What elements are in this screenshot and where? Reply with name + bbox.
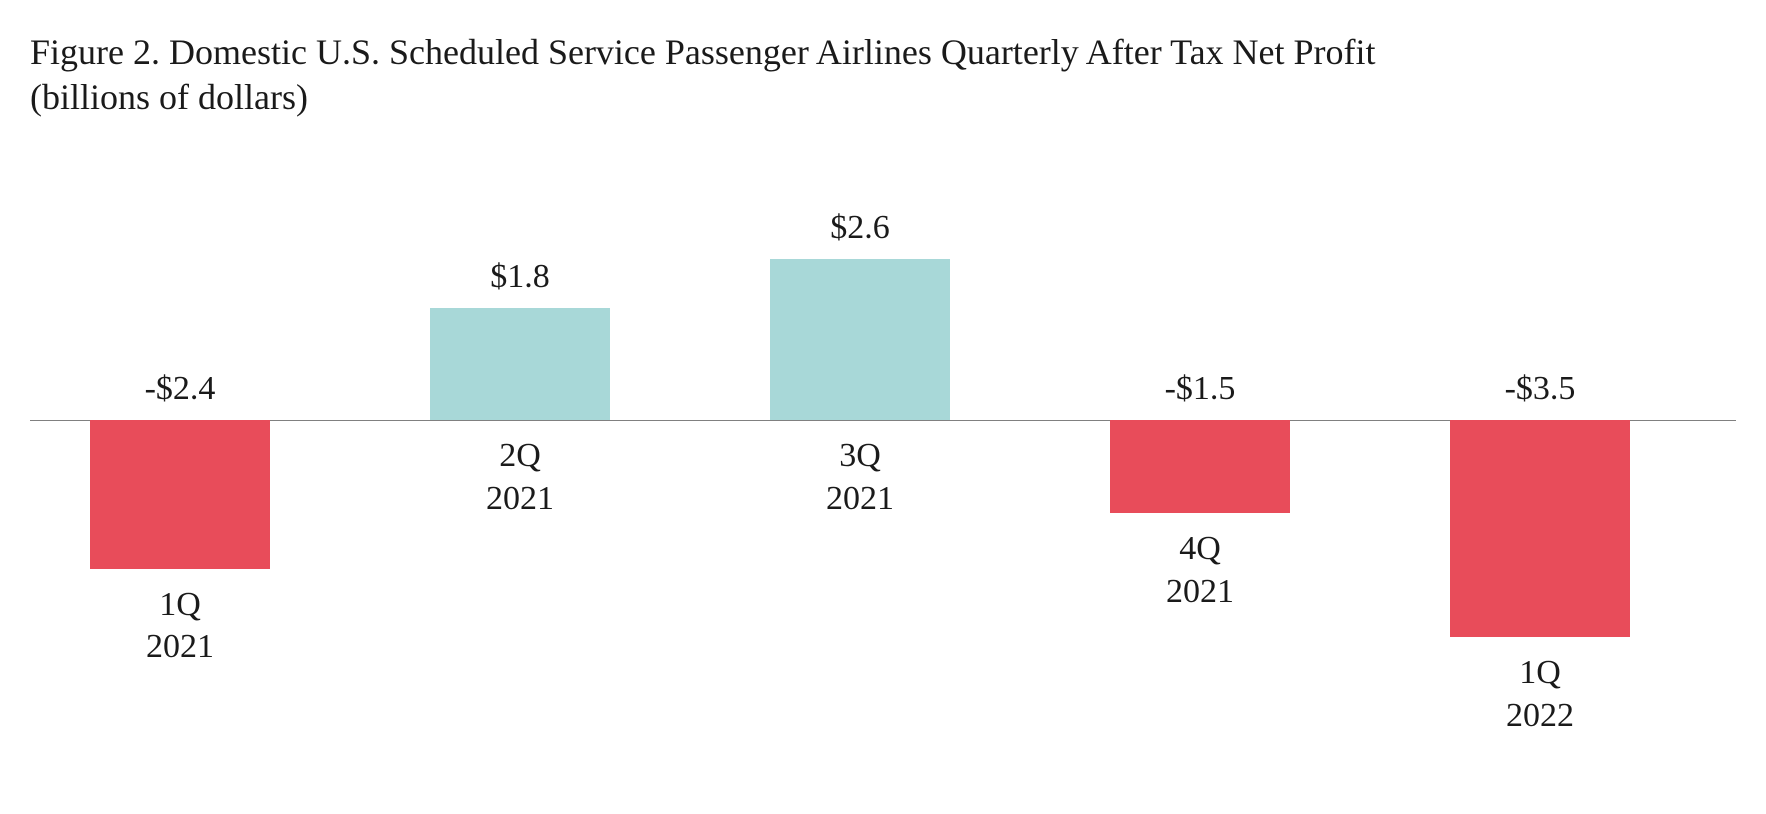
category-label-line1: 4Q	[1100, 528, 1300, 571]
data-label: -$2.4	[80, 370, 280, 408]
bar	[770, 259, 950, 420]
bar	[90, 420, 270, 569]
category-label: 4Q2021	[1100, 528, 1300, 613]
category-label-line2: 2021	[760, 478, 960, 521]
data-label: $1.8	[420, 258, 620, 296]
category-label-line1: 1Q	[1440, 652, 1640, 695]
category-label: 2Q2021	[420, 435, 620, 520]
category-label-line1: 2Q	[420, 435, 620, 478]
category-label-line2: 2021	[1100, 571, 1300, 614]
bar	[1110, 420, 1290, 513]
category-label-line2: 2021	[420, 478, 620, 521]
category-label-line2: 2021	[80, 626, 280, 669]
chart-plot-area: -$2.41Q2021$1.82Q2021$2.63Q2021-$1.54Q20…	[30, 190, 1736, 770]
category-label-line2: 2022	[1440, 695, 1640, 738]
category-label: 1Q2021	[80, 584, 280, 669]
chart-title-line1: Figure 2. Domestic U.S. Scheduled Servic…	[30, 30, 1736, 75]
data-label: -$1.5	[1100, 370, 1300, 408]
bar	[430, 308, 610, 420]
data-label: -$3.5	[1440, 370, 1640, 408]
data-label: $2.6	[760, 209, 960, 247]
category-label-line1: 1Q	[80, 584, 280, 627]
chart-title-line2: (billions of dollars)	[30, 75, 1736, 120]
chart-title-block: Figure 2. Domestic U.S. Scheduled Servic…	[30, 30, 1736, 120]
category-label-line1: 3Q	[760, 435, 960, 478]
category-label: 1Q2022	[1440, 652, 1640, 737]
bar	[1450, 420, 1630, 637]
category-label: 3Q2021	[760, 435, 960, 520]
